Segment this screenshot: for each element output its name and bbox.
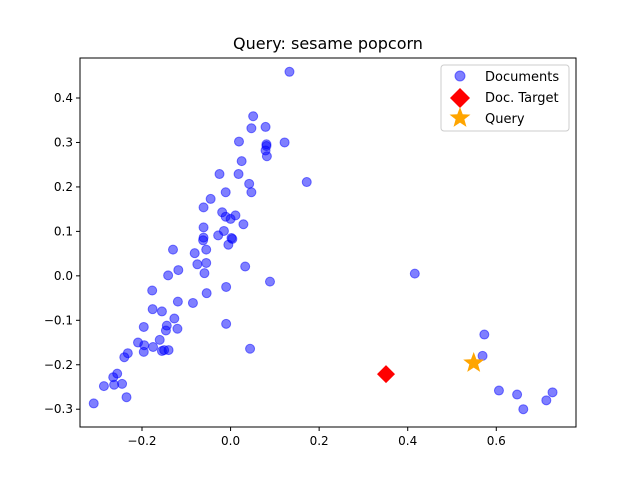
document-point xyxy=(192,259,203,270)
document-point xyxy=(221,318,232,329)
document-point xyxy=(173,265,184,276)
document-point xyxy=(119,352,130,363)
document-point xyxy=(98,381,109,392)
y-tick-label: −0.3 xyxy=(44,402,73,416)
document-point xyxy=(518,404,529,415)
plot-frame xyxy=(79,57,577,428)
document-point xyxy=(264,276,275,287)
legend-box xyxy=(440,64,570,132)
document-point xyxy=(154,334,165,345)
document-point xyxy=(205,193,216,204)
document-point xyxy=(199,268,210,279)
document-point xyxy=(233,169,244,180)
legend-documents-marker xyxy=(454,70,466,82)
document-point xyxy=(169,313,180,324)
legend-documents-label: Documents xyxy=(485,70,559,85)
document-point xyxy=(279,137,290,148)
document-point xyxy=(187,297,198,308)
document-point xyxy=(148,341,159,352)
document-point xyxy=(156,306,167,317)
x-axis: −0.2 0.0 0.2 0.4 0.6 xyxy=(127,427,506,448)
legend-doc-target-marker xyxy=(450,88,470,108)
y-tick-label: 0.4 xyxy=(54,91,73,105)
document-point xyxy=(156,345,167,356)
x-tick-label: 0.6 xyxy=(487,434,506,448)
document-point xyxy=(233,136,244,147)
document-point xyxy=(121,392,132,403)
document-point xyxy=(198,235,209,246)
legend: Documents Doc. Target Query xyxy=(440,64,570,132)
points-layer xyxy=(88,66,558,415)
document-point xyxy=(198,222,209,233)
document-point xyxy=(220,187,231,198)
legend-query-marker xyxy=(449,107,471,127)
document-point xyxy=(109,379,120,390)
document-point xyxy=(547,387,558,398)
document-point xyxy=(163,270,174,281)
document-point xyxy=(172,296,183,307)
document-point xyxy=(512,389,523,400)
document-point xyxy=(493,385,504,396)
document-point xyxy=(138,346,149,357)
document-point xyxy=(236,156,247,167)
query-point xyxy=(463,351,485,372)
document-point xyxy=(189,248,200,259)
x-tick-label: −0.2 xyxy=(127,434,156,448)
x-tick-label: 0.4 xyxy=(398,434,417,448)
y-tick-label: −0.2 xyxy=(44,358,73,372)
y-tick-label: 0.3 xyxy=(54,135,73,149)
document-point xyxy=(245,343,256,354)
y-tick-label: 0.2 xyxy=(54,180,73,194)
legend-query-label: Query xyxy=(485,112,525,127)
x-tick-label: 0.2 xyxy=(310,434,329,448)
document-point xyxy=(409,268,420,279)
document-point xyxy=(225,213,236,224)
document-point xyxy=(240,261,251,272)
chart-title: Query: sesame popcorn xyxy=(233,34,423,53)
document-point xyxy=(248,111,259,122)
document-point xyxy=(238,219,249,230)
document-point xyxy=(138,321,149,332)
document-point xyxy=(201,257,212,268)
document-point xyxy=(284,66,295,77)
document-point xyxy=(477,350,488,361)
document-point xyxy=(168,244,178,255)
document-point xyxy=(260,121,271,132)
document-point xyxy=(147,285,158,296)
document-point xyxy=(214,169,225,180)
document-point xyxy=(213,230,224,241)
document-point xyxy=(246,123,257,134)
document-point xyxy=(201,288,212,299)
document-point xyxy=(221,281,232,292)
document-point xyxy=(244,178,255,189)
document-point xyxy=(301,177,312,188)
document-point xyxy=(246,187,257,198)
document-point xyxy=(147,304,158,315)
y-axis: −0.3 −0.2 −0.1 0.0 0.1 0.2 0.3 0.4 xyxy=(44,91,80,416)
y-tick-label: −0.1 xyxy=(44,313,73,327)
document-point xyxy=(88,398,99,409)
doc-target-point xyxy=(377,365,396,384)
document-point xyxy=(541,395,552,406)
document-point xyxy=(172,323,183,334)
y-tick-label: 0.1 xyxy=(54,224,73,238)
legend-doc-target-label: Doc. Target xyxy=(485,91,559,106)
y-tick-label: 0.0 xyxy=(54,269,73,283)
document-point xyxy=(261,151,272,162)
document-point xyxy=(198,202,209,213)
document-point xyxy=(223,239,234,250)
document-point xyxy=(201,244,212,255)
x-tick-label: 0.0 xyxy=(221,434,240,448)
document-point xyxy=(160,325,171,336)
document-point xyxy=(479,329,490,340)
